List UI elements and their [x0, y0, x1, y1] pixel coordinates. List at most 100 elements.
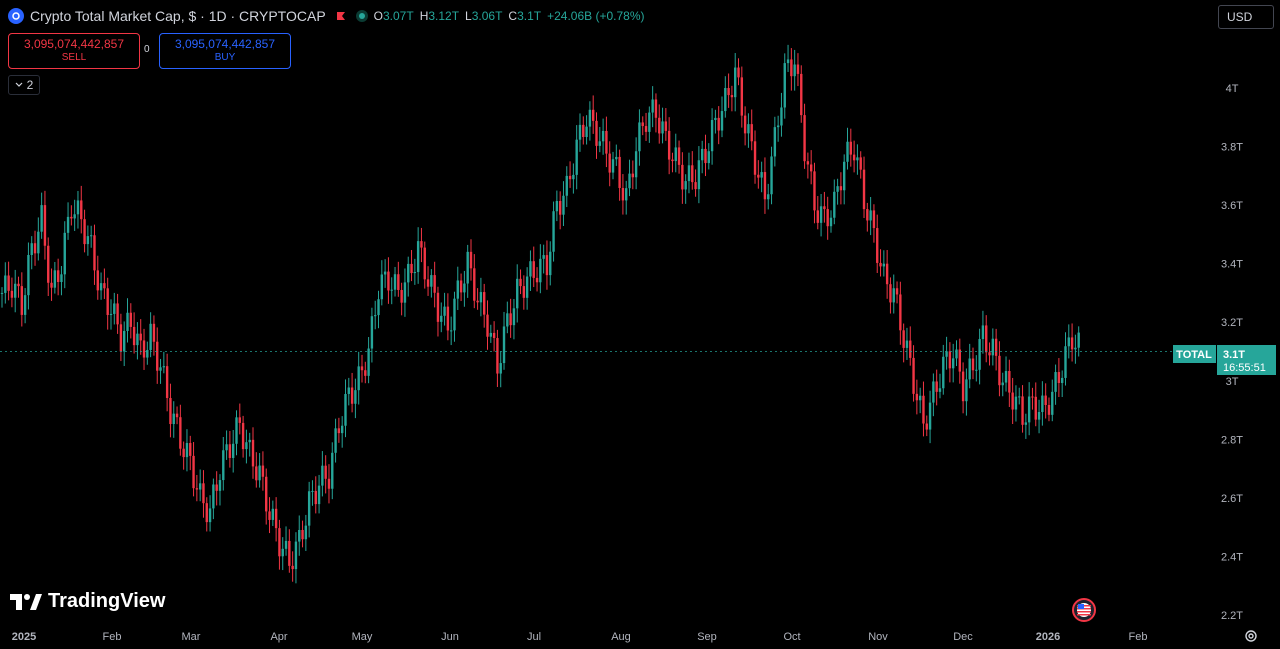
candle-body [631, 173, 635, 178]
y-tick-label: 3T [1226, 376, 1239, 388]
candle-body [63, 232, 66, 275]
candle-body [975, 369, 978, 371]
candle-body [443, 306, 446, 316]
indicators-toggle[interactable]: 2 [8, 75, 40, 95]
candle-body [819, 206, 823, 223]
candle-body [1008, 371, 1011, 393]
candle-body [360, 366, 364, 371]
candle-body [274, 508, 278, 529]
candle-body [231, 443, 235, 458]
flag-icon[interactable] [336, 11, 346, 21]
candle-body [598, 141, 601, 146]
gear-icon[interactable] [1244, 629, 1258, 643]
price-label-name: TOTAL [1176, 349, 1212, 361]
candle-body [1074, 347, 1077, 350]
candle-body [340, 425, 344, 434]
time-axis: 2025 Feb Mar Apr May Jun Jul Aug Sep Oct Nov Dec 202… [12, 631, 1148, 643]
candle-body [700, 148, 704, 161]
candle-body [1011, 392, 1014, 410]
candle-body [23, 295, 27, 315]
candle-body [955, 349, 958, 359]
candle-body [555, 200, 559, 212]
x-tick-label: Feb [103, 631, 122, 643]
candle-body [159, 367, 162, 371]
candle-body [681, 164, 684, 190]
candle-body [60, 274, 63, 282]
candle-body [651, 99, 654, 113]
candle-body [905, 340, 909, 348]
y-tick-label: 3.8T [1221, 142, 1243, 154]
chart-header: Crypto Total Market Cap, $ · 1D · CRYPTO… [8, 8, 645, 24]
candle-body [294, 541, 298, 570]
candle-body [935, 381, 938, 392]
candle-body [615, 156, 618, 160]
candle-body [261, 465, 265, 477]
candle-body [691, 165, 694, 183]
candle-body [753, 141, 757, 175]
candle-body [945, 351, 948, 357]
tradingview-icon [10, 593, 42, 610]
candle-body [228, 444, 232, 458]
candle-body [298, 530, 301, 542]
candle-body [156, 341, 159, 371]
market-status-icon[interactable] [355, 10, 368, 22]
candle-body [859, 157, 862, 170]
candle-body [4, 275, 7, 293]
candle-body [714, 117, 717, 121]
candle-body [737, 67, 740, 78]
candle-body [116, 303, 119, 325]
candle-body [27, 254, 30, 296]
candle-body [344, 393, 347, 426]
candle-body [618, 156, 621, 188]
candle-body [426, 279, 430, 287]
candle-body [456, 280, 459, 299]
candle-body [942, 356, 945, 389]
buy-button[interactable]: 3,095,074,442,857 BUY [159, 33, 291, 69]
candle-body [743, 115, 747, 134]
candle-body [549, 251, 552, 276]
candle-body [697, 160, 701, 190]
candle-body [800, 73, 803, 116]
candle-body [1044, 395, 1047, 405]
candle-body [876, 228, 879, 263]
candle-body [658, 117, 661, 134]
candle-body [476, 300, 479, 303]
brand-name: TradingView [48, 590, 166, 612]
candle-body [139, 333, 142, 341]
candle-body [585, 126, 588, 138]
candle-body [951, 358, 955, 369]
candle-body [506, 313, 509, 327]
sell-button[interactable]: 3,095,074,442,857 SELL [8, 33, 140, 69]
candle-body [885, 263, 889, 285]
candle-body [433, 275, 436, 293]
candle-body [532, 261, 535, 278]
x-tick-label: Oct [783, 631, 800, 643]
candle-body [572, 174, 575, 180]
price-label-countdown: 16:55:51 [1223, 362, 1266, 374]
candle-body [786, 59, 790, 64]
candle-body [99, 283, 103, 291]
candle-body [512, 308, 516, 326]
candle-body [235, 417, 238, 444]
candle-body [1054, 372, 1057, 392]
currency-selector[interactable]: USD [1218, 5, 1274, 29]
candle-body [750, 124, 753, 142]
tradingview-logo[interactable]: TradingView [10, 590, 165, 613]
us-flag-icon[interactable] [1072, 598, 1096, 622]
candle-body [268, 511, 271, 520]
symbol-title[interactable]: Crypto Total Market Cap, $ · 1D · CRYPTO… [30, 8, 326, 24]
candle-body [466, 251, 469, 284]
candle-body [383, 271, 387, 275]
candle-body [552, 211, 555, 252]
candle-body [803, 115, 806, 162]
candle-body [790, 59, 793, 77]
candle-body [985, 325, 988, 353]
candle-body [978, 339, 981, 370]
candle-body [601, 130, 605, 142]
candle-body [634, 151, 638, 178]
y-tick-label: 3.6T [1221, 200, 1243, 212]
candle-body [747, 124, 750, 134]
candle-body [416, 241, 420, 273]
candle-body [595, 120, 598, 146]
